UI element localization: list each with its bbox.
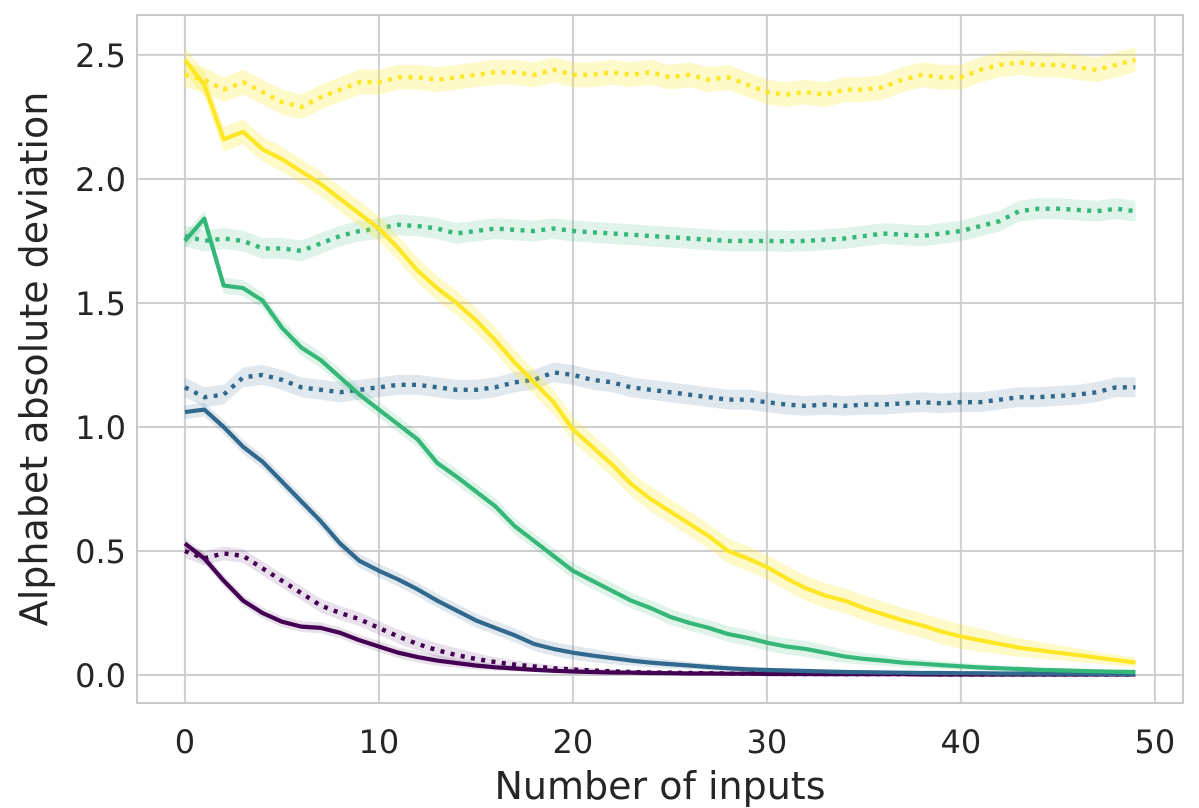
x-tick-label: 30 — [747, 723, 788, 761]
blue-solid-line — [184, 407, 1136, 677]
tick-labels: 0 10 20 30 40 50 0.0 0.5 1.0 1.5 2.0 2.5 — [75, 37, 1175, 761]
y-tick-label: 0.5 — [75, 533, 126, 571]
yellow-solid-line — [183, 58, 1136, 665]
y-axis-label: Alphabet absolute deviation — [12, 91, 56, 627]
x-tick-label: 0 — [175, 723, 195, 761]
purple-dotted-band — [184, 544, 1136, 676]
x-tick-label: 50 — [1135, 723, 1176, 761]
y-tick-label: 1.5 — [75, 285, 126, 323]
x-tick-label: 20 — [553, 723, 594, 761]
x-tick-label: 10 — [359, 723, 400, 761]
blue-dotted-line — [183, 370, 1136, 409]
yellow-dotted-band — [184, 47, 1136, 120]
y-tick-label: 2.5 — [75, 37, 126, 75]
axes-spines — [136, 14, 1184, 704]
x-axis-label: Number of inputs — [494, 764, 826, 808]
series-group — [183, 47, 1137, 677]
y-tick-label: 1.0 — [75, 409, 126, 447]
y-tick-label: 0.0 — [75, 657, 126, 695]
green-dotted-line — [184, 206, 1136, 254]
green-solid-line — [183, 216, 1136, 675]
axes-background — [137, 15, 1183, 703]
green-dotted-band — [184, 198, 1136, 262]
x-tick-label: 40 — [941, 723, 982, 761]
y-tick-label: 2.0 — [75, 161, 126, 199]
